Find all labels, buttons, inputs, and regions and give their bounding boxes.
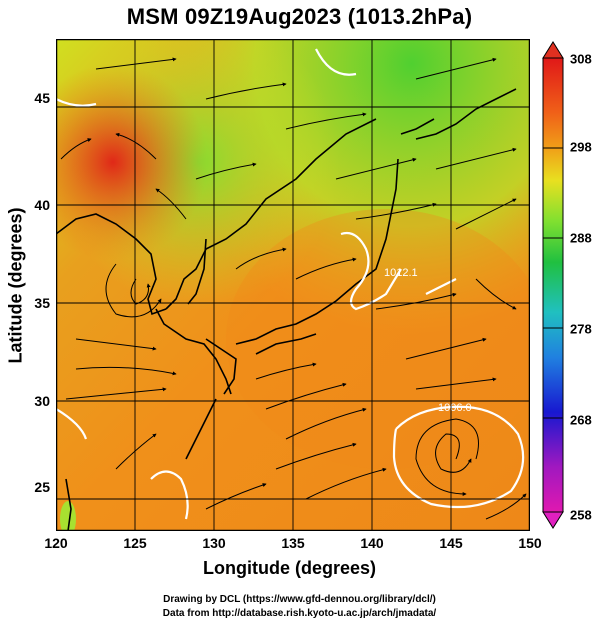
colorbar-top-arrow <box>542 41 564 59</box>
credit-drawing: Drawing by DCL (https://www.gfd-dennou.o… <box>163 594 436 605</box>
y-axis-label: Latitude (degrees) <box>5 207 26 364</box>
streamlines <box>60 57 527 520</box>
x-tick-label: 120 <box>44 535 68 551</box>
colorbar-scale <box>542 57 564 513</box>
y-tick-label: 45 <box>34 90 50 106</box>
x-tick-label: 145 <box>439 535 463 551</box>
y-tick-label: 25 <box>34 479 50 495</box>
y-tick-label: 35 <box>34 295 50 311</box>
map-frame <box>56 39 530 531</box>
contour-label: 1012.1 <box>384 267 418 279</box>
x-tick-label: 130 <box>202 535 226 551</box>
colorbar-tick: 258 <box>570 507 592 523</box>
x-tick-label: 140 <box>360 535 384 551</box>
x-axis-label: Longitude (degrees) <box>0 558 599 579</box>
colorbar-tick: 308 <box>570 51 592 67</box>
colorbar <box>542 41 564 529</box>
y-tick-label: 40 <box>34 197 50 213</box>
colorbar-tick: 278 <box>570 321 592 337</box>
coastlines <box>56 88 517 531</box>
map-title: MSM 09Z19Aug2023 (1013.2hPa) <box>126 4 473 29</box>
weather-map: 1012.1 1006.0 <box>56 39 530 531</box>
colorbar-tick: 288 <box>570 230 592 246</box>
x-tick-label: 150 <box>518 535 542 551</box>
colorbar-bottom-arrow <box>542 511 564 529</box>
grid-lines <box>56 39 530 531</box>
x-tick-label: 125 <box>123 535 147 551</box>
credit-data: Data from http://database.rish.kyoto-u.a… <box>162 608 437 619</box>
colorbar-tick: 298 <box>570 139 592 155</box>
y-tick-label: 30 <box>34 393 50 409</box>
x-axis-label-text: Longitude (degrees) <box>202 558 376 578</box>
colorbar-tick: 268 <box>570 412 592 428</box>
contour-label: 1006.0 <box>438 402 472 414</box>
x-tick-label: 135 <box>281 535 305 551</box>
